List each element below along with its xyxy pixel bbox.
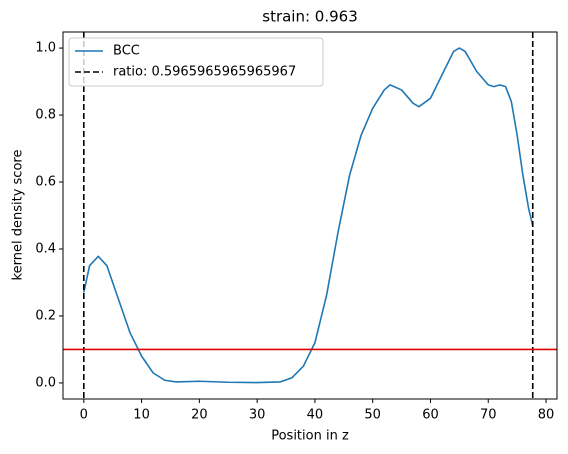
y-axis-label: kernel density score: [11, 150, 26, 281]
x-tick-label: 50: [364, 408, 381, 423]
x-tick-label: 40: [307, 408, 324, 423]
y-tick-label: 0.4: [35, 241, 56, 256]
y-tick-label: 0.6: [35, 175, 56, 190]
x-tick-label: 20: [191, 408, 208, 423]
y-tick-label: 1.0: [35, 41, 56, 56]
x-tick-label: 70: [480, 408, 497, 423]
plot-frame: [62, 31, 558, 400]
x-tick-label: 0: [80, 408, 88, 423]
y-tick-label: 0.2: [35, 308, 56, 323]
chart-title: strain: 0.963: [262, 8, 358, 26]
x-tick-label: 80: [538, 408, 555, 423]
legend-box: [68, 37, 324, 87]
y-tick-label: 0.0: [35, 375, 56, 390]
x-axis-label: Position in z: [271, 429, 349, 444]
legend-label: BCC: [113, 44, 140, 59]
legend-label: ratio: 0.5965965965965967: [113, 65, 296, 80]
x-tick-label: 10: [133, 408, 150, 423]
data-line: [83, 47, 534, 384]
x-tick-label: 60: [422, 408, 439, 423]
x-tick-label: 30: [249, 408, 266, 423]
y-tick-label: 0.8: [35, 108, 56, 123]
